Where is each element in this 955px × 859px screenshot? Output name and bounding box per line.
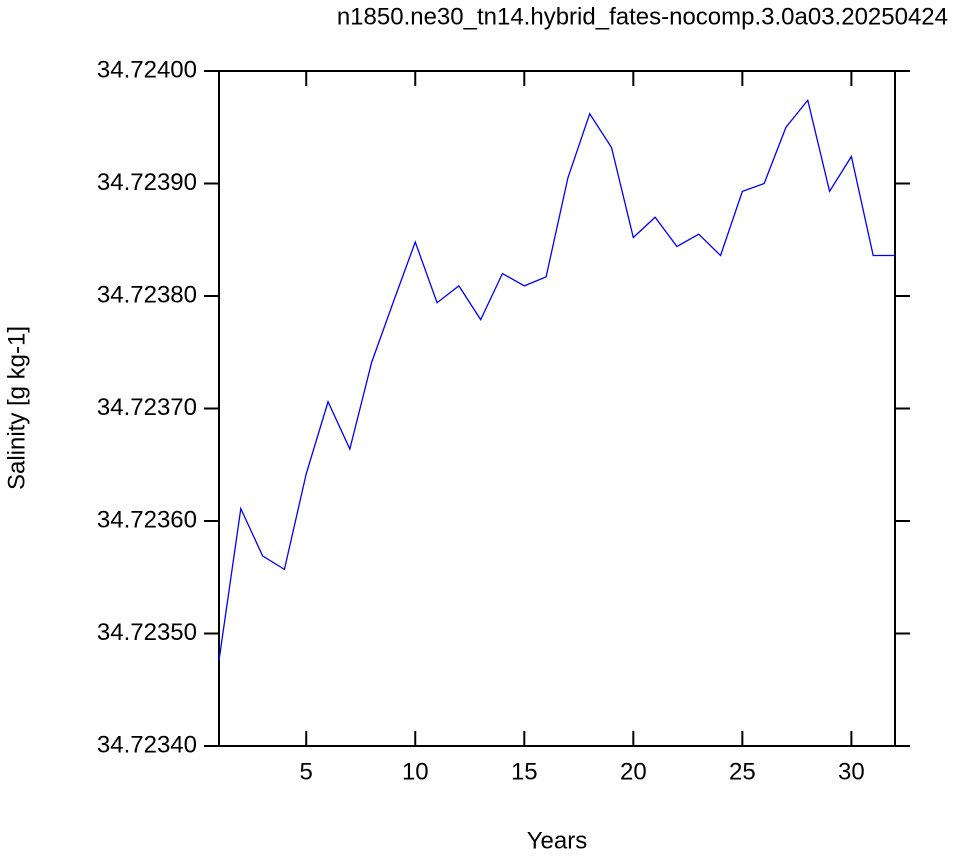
chart-title: n1850.ne30_tn14.hybrid_fates-nocomp.3.0a… [337,3,948,30]
y-tick-label: 34.72390 [97,169,197,196]
x-tick-label: 25 [729,758,756,785]
y-tick-label: 34.72400 [97,56,197,83]
y-tick-label: 34.72340 [97,731,197,758]
x-tick-label: 5 [300,758,313,785]
x-tick-label: 15 [511,758,538,785]
y-tick-label: 34.72370 [97,394,197,421]
x-axis-label: Years [527,827,588,854]
x-tick-label: 20 [620,758,647,785]
y-tick-label: 34.72350 [97,619,197,646]
data-line [218,98,895,661]
x-tick-label: 30 [838,758,865,785]
y-tick-label: 34.72380 [97,281,197,308]
y-axis-label: Salinity [g kg-1] [3,326,30,490]
y-tick-label: 34.72360 [97,506,197,533]
x-tick-label: 10 [402,758,429,785]
plot-frame [218,70,896,747]
